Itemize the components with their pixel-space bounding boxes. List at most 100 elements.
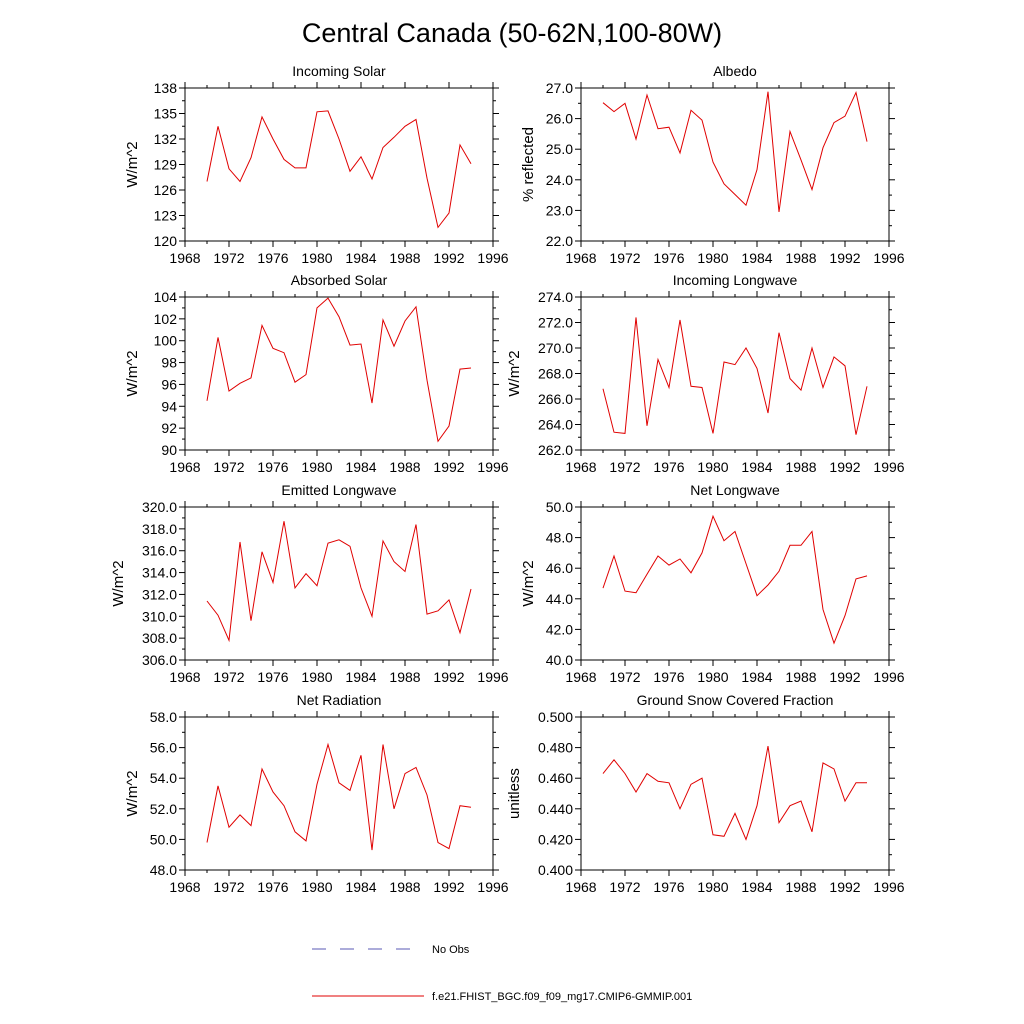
x-tick-label: 1972 <box>609 250 640 266</box>
y-tick-label: 312.0 <box>142 586 177 602</box>
panel-incoming-longwave: Incoming Longwave 1968 1972 1976 1980 1984 198… <box>506 272 905 475</box>
y-tick-label: 0.460 <box>538 770 573 786</box>
x-tick-label: 1980 <box>301 250 332 266</box>
y-tick-label: 24.0 <box>546 172 573 188</box>
panel-title: Incoming Longwave <box>673 272 798 288</box>
y-tick-label: 320.0 <box>142 499 177 515</box>
x-tick-label: 1996 <box>477 459 508 475</box>
legend-item-no-obs: No Obs <box>312 944 470 956</box>
x-tick-label: 1988 <box>785 459 816 475</box>
y-tick-label: 90 <box>161 442 177 458</box>
y-tick-label: 46.0 <box>546 560 573 576</box>
x-tick-label: 1972 <box>609 879 640 895</box>
series-line <box>602 746 867 841</box>
x-tick-label: 1968 <box>565 669 596 685</box>
x-tick-label: 1984 <box>345 459 376 475</box>
y-tick-label: 27.0 <box>546 80 573 96</box>
x-tick-label: 1980 <box>697 879 728 895</box>
x-tick-label: 1968 <box>169 669 200 685</box>
x-tick-label: 1976 <box>653 459 684 475</box>
legend: No Obs f.e21.FHIST_BGC.f09_f09_mg17.CMIP… <box>312 944 692 1003</box>
x-tick-label: 1976 <box>653 879 684 895</box>
panel-ground-snow-covered-fraction: Ground Snow Covered Fraction 1968 1972 1976… <box>506 692 905 895</box>
x-tick-label: 1976 <box>257 669 288 685</box>
panel-albedo: Albedo 1968 1972 1976 1980 1984 1988 1992 1996 22… <box>520 63 905 266</box>
legend-label-no-obs: No Obs <box>432 944 470 956</box>
y-tick-label: 120 <box>154 233 178 249</box>
x-tick-label: 1968 <box>565 250 596 266</box>
y-tick-label: 0.420 <box>538 831 573 847</box>
x-tick-label: 1984 <box>741 879 772 895</box>
legend-label-model: f.e21.FHIST_BGC.f09_f09_mg17.CMIP6-GMMIP… <box>432 991 692 1003</box>
series-line <box>206 521 472 643</box>
series-line <box>206 742 472 851</box>
y-tick-label: 264.0 <box>538 417 573 433</box>
y-tick-label: 44.0 <box>546 591 573 607</box>
y-tick-label: 40.0 <box>546 652 573 668</box>
y-tick-label: 96 <box>161 376 177 392</box>
y-tick-label: 42.0 <box>546 621 573 637</box>
series-line <box>206 297 472 443</box>
y-tick-label: 138 <box>154 80 178 96</box>
plot-frame <box>580 296 890 451</box>
y-tick-label: 23.0 <box>546 202 573 218</box>
x-tick-label: 1992 <box>433 250 464 266</box>
x-tick-label: 1980 <box>301 459 332 475</box>
x-tick-label: 1976 <box>257 250 288 266</box>
y-axis-label: W/m^2 <box>506 350 523 396</box>
y-tick-label: 310.0 <box>142 608 177 624</box>
y-tick-label: 306.0 <box>142 652 177 668</box>
x-tick-label: 1984 <box>345 879 376 895</box>
y-tick-label: 54.0 <box>150 770 177 786</box>
panel-title: Incoming Solar <box>292 63 386 79</box>
y-axis-label: unitless <box>506 768 523 819</box>
y-tick-label: 135 <box>154 106 178 122</box>
x-tick-label: 1976 <box>653 669 684 685</box>
y-axis-label: W/m^2 <box>124 141 141 187</box>
x-tick-label: 1996 <box>477 879 508 895</box>
x-tick-label: 1984 <box>741 250 772 266</box>
x-tick-label: 1992 <box>433 669 464 685</box>
x-tick-label: 1988 <box>389 669 420 685</box>
x-tick-label: 1980 <box>697 669 728 685</box>
x-tick-label: 1984 <box>345 669 376 685</box>
x-tick-label: 1972 <box>213 250 244 266</box>
y-axis-label: W/m^2 <box>124 770 141 816</box>
y-tick-label: 272.0 <box>538 315 573 331</box>
panel-title: Albedo <box>713 63 757 79</box>
chart-panels: Incoming Solar 1968 1972 1976 1980 1984 1988 19… <box>110 63 905 895</box>
y-tick-label: 104 <box>154 289 178 305</box>
y-tick-label: 48.0 <box>150 862 177 878</box>
y-tick-label: 48.0 <box>546 530 573 546</box>
x-tick-label: 1980 <box>697 250 728 266</box>
figure-title: Central Canada (50-62N,100-80W) <box>302 18 722 48</box>
panel-title: Ground Snow Covered Fraction <box>637 692 834 708</box>
panel-title: Net Longwave <box>690 482 780 498</box>
y-axis-label: W/m^2 <box>124 350 141 396</box>
x-tick-label: 1996 <box>477 250 508 266</box>
x-tick-label: 1992 <box>433 459 464 475</box>
series-line <box>206 110 472 229</box>
y-tick-label: 132 <box>154 131 178 147</box>
plot-frame <box>184 506 494 661</box>
x-tick-label: 1984 <box>741 669 772 685</box>
y-tick-label: 0.440 <box>538 801 573 817</box>
y-tick-label: 266.0 <box>538 391 573 407</box>
x-tick-label: 1972 <box>213 879 244 895</box>
y-axis-label: W/m^2 <box>520 560 537 606</box>
x-tick-label: 1988 <box>389 879 420 895</box>
x-tick-label: 1980 <box>301 669 332 685</box>
y-tick-label: 50.0 <box>150 831 177 847</box>
y-tick-label: 50.0 <box>546 499 573 515</box>
x-tick-label: 1988 <box>389 459 420 475</box>
series-line <box>602 317 868 435</box>
plot-frame <box>184 296 494 451</box>
y-tick-label: 262.0 <box>538 442 573 458</box>
series-line <box>602 91 868 212</box>
x-tick-label: 1992 <box>829 250 860 266</box>
y-tick-label: 26.0 <box>546 111 573 127</box>
y-tick-label: 0.480 <box>538 740 573 756</box>
series-line <box>602 514 868 645</box>
x-tick-label: 1984 <box>345 250 376 266</box>
